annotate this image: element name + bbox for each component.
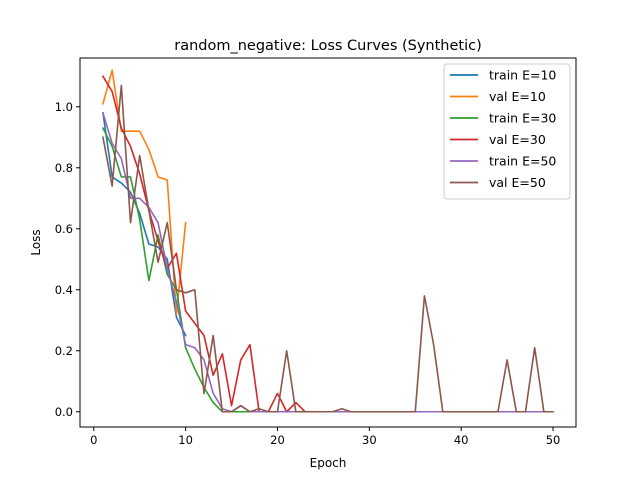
legend-label-2: train E=30 [489, 111, 556, 126]
plot-lines [101, 69, 554, 413]
x-axis-label: Epoch [310, 456, 347, 470]
series-line-1 [101, 69, 187, 315]
legend-label-0: train E=10 [489, 68, 556, 83]
y-axis-ticks: 0.0 0.2 0.4 0.6 0.8 1.0 [55, 100, 80, 419]
legend: train E=10 val E=10 train E=30 val E=30 trai… [443, 63, 571, 200]
legend-label-3: val E=30 [489, 132, 546, 147]
legend-label-1: val E=10 [489, 89, 546, 104]
legend-label-4: train E=50 [489, 154, 556, 169]
series-line-0 [102, 111, 187, 337]
legend-box [443, 63, 571, 200]
y-tick-label: 1.0 [55, 100, 73, 114]
y-tick-label: 0.4 [55, 283, 73, 297]
y-tick-label: 0.0 [55, 405, 73, 419]
series-line-5 [102, 84, 554, 413]
x-tick-label: 20 [270, 433, 285, 447]
y-tick-label: 0.8 [55, 161, 73, 175]
x-tick-label: 10 [178, 433, 193, 447]
legend-label-5: val E=50 [489, 175, 546, 190]
chart-title: random_negative: Loss Curves (Synthetic) [174, 38, 482, 54]
x-tick-label: 50 [546, 433, 561, 447]
y-axis-label: Loss [29, 229, 43, 255]
x-tick-label: 40 [454, 433, 469, 447]
x-tick-label: 0 [90, 433, 97, 447]
x-axis-ticks: 0 10 20 30 40 50 [90, 427, 560, 447]
plot-frame [79, 57, 577, 428]
y-tick-label: 0.6 [55, 222, 73, 236]
y-tick-label: 0.2 [55, 344, 73, 358]
x-tick-label: 30 [362, 433, 377, 447]
